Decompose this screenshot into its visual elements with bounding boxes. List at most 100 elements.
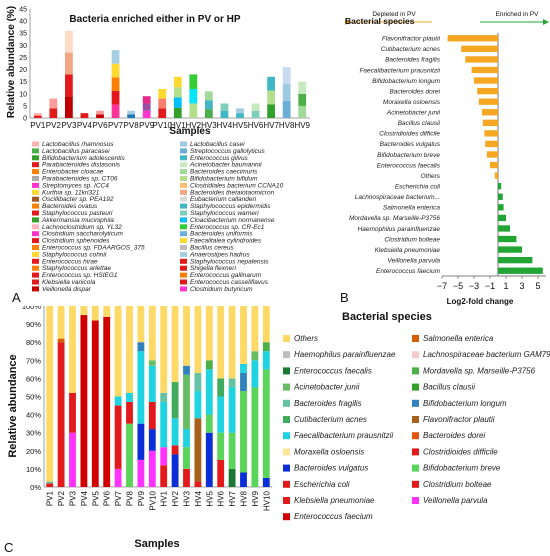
panel-c-bar-segment xyxy=(240,363,247,373)
panel-a-legend-swatch xyxy=(32,258,39,264)
panel-c-legend-swatch xyxy=(412,448,419,456)
panel-a-legend-item: Staphylococcus nepalensis xyxy=(190,258,269,265)
panel-b-xtick: 1 xyxy=(503,281,508,291)
panel-c-bar-segment xyxy=(148,450,156,487)
panel-c-bar-segment xyxy=(148,365,156,402)
panel-a-xtick: HV9 xyxy=(294,121,310,130)
panel-a-xtick: HV6 xyxy=(248,121,264,130)
panel-a-ytick: 45 xyxy=(19,7,27,14)
panel-a-xtick: PV4 xyxy=(77,121,93,130)
panel-c-bar-segment xyxy=(205,432,213,487)
panel-a-bar-segment xyxy=(205,109,213,118)
panel-a-legend-swatch xyxy=(32,176,39,181)
panel-c-legend-item: Mordavella sp. Marseille-P3756 xyxy=(423,366,536,375)
panel-a-legend-item: Akkermansia muciniphila xyxy=(41,217,114,224)
panel-b-bar xyxy=(484,130,498,137)
panel-c-legend-swatch xyxy=(412,399,419,407)
panel-a-legend-swatch xyxy=(32,279,39,285)
panel-b-category-label: Moraxella osloensis xyxy=(383,99,441,106)
panel-a-legend-item: Streptococcus gallolyticus xyxy=(190,148,266,155)
panel-a-legend-swatch xyxy=(32,196,39,202)
panel-b-xlabel: Log2-fold change xyxy=(447,297,514,306)
panel-a-legend-swatch xyxy=(32,182,39,188)
panel-c-bar-segment xyxy=(57,342,65,487)
panel-c-legend-item: Cutibacterium acnes xyxy=(294,415,367,424)
panel-a-bars xyxy=(33,30,307,118)
panel-c-bar-segment xyxy=(205,360,213,370)
panel-a-xtick: HV7 xyxy=(263,121,279,130)
panel-c-xtick: HV2 xyxy=(171,490,180,506)
panel-a-bar-segment xyxy=(236,113,244,118)
panel-c-bar-segment xyxy=(205,414,213,433)
panel-c-bar-segment xyxy=(262,342,270,352)
panel-a-bar-segment xyxy=(65,96,73,118)
panel-c-legend-swatch xyxy=(412,464,419,472)
panel-b-category-label: Bifidobacterium longum xyxy=(372,78,441,85)
panel-c-legend-swatch xyxy=(283,513,290,521)
panel-c-legend-swatch xyxy=(412,432,419,440)
panel-c-bar-segment xyxy=(228,468,236,487)
panel-a-bar-segment xyxy=(220,110,229,118)
panel-b-bar xyxy=(478,98,498,105)
panel-b-title: Bacterial species xyxy=(345,16,415,26)
panel-a-legend-swatch xyxy=(180,258,187,264)
panel-a-bar-segment xyxy=(267,90,275,105)
panel-a-bar-segment xyxy=(173,107,182,118)
panel-c-bar-segment xyxy=(262,369,270,478)
panel-c-bar-segment xyxy=(91,306,99,321)
panel-a-legend-swatch xyxy=(180,286,187,292)
panel-b-category-label: Enterococcus faecium xyxy=(376,268,441,275)
panel-a-legend-item: Clostridium saccharolyticum xyxy=(42,231,123,238)
panel-a-legend-swatch xyxy=(32,231,39,237)
panel-c-bar-segment xyxy=(183,468,190,487)
panel-c-ytick: 20% xyxy=(26,447,41,456)
panel-c-bar-segment xyxy=(160,401,168,448)
panel-a-bar-segment xyxy=(189,74,198,89)
panel-c-bar-segment xyxy=(262,351,270,370)
panel-c-legend-item: Lachnospiraceae bacterium GAM79 xyxy=(423,350,550,359)
panel-a-legend-item: Oscillibacter sp. PEA192 xyxy=(42,196,114,203)
panel-a-ytick: 0 xyxy=(23,116,27,123)
panel-a-bar-segment xyxy=(158,88,167,99)
panel-a-legend-swatch xyxy=(32,169,39,175)
panel-a-bar-segment xyxy=(189,103,198,118)
panel-b-bar xyxy=(498,235,517,243)
panel-b-category-label: Cutibacterium acnes xyxy=(381,46,441,53)
panel-c-bar-segment xyxy=(194,306,202,373)
panel-c-legend-swatch xyxy=(283,464,290,472)
panel-c-legend-swatch xyxy=(412,367,419,375)
panel-c-bar-segment xyxy=(183,374,190,430)
panel-c-bar-segment xyxy=(205,306,213,361)
panel-c-xtick: PV3 xyxy=(69,490,78,506)
panel-b-bar xyxy=(498,267,543,274)
panel-c-bar-segment xyxy=(240,391,247,473)
panel-a-legend-item: Enterococcus sp. HSIEG1 xyxy=(42,272,118,279)
panel-c-ylabel: Relative abundance xyxy=(7,354,19,457)
panel-c-bar-segment xyxy=(57,306,65,339)
panel-c-bar-segment xyxy=(148,360,156,366)
panel-c-bar-segment xyxy=(137,306,145,343)
panel-b-xtick: −5 xyxy=(453,281,463,291)
panel-c-legend-item: Bacteroides vulgatus xyxy=(294,464,368,473)
panel-a-bar-segment xyxy=(251,103,260,111)
panel-a-bar-segment xyxy=(33,113,42,116)
panel-b-category-label: Bacteroides fragilis xyxy=(385,57,441,64)
panel-a-ytick: 10 xyxy=(19,91,27,98)
panel-a-legend-item: Shigella flexneri xyxy=(190,265,236,272)
panel-b-bar xyxy=(471,66,498,74)
panel-c-legend-swatch xyxy=(412,480,419,488)
panel-c-bar-segment xyxy=(126,392,133,402)
panel-b-bar xyxy=(461,45,498,53)
panel-b-bar xyxy=(477,87,498,95)
panel-a-bar-segment xyxy=(65,30,73,53)
panel-c-bar-segment xyxy=(228,306,236,379)
panel-a-legend-item: Enterobacter cloacae xyxy=(42,169,104,176)
panel-b-xtick: 5 xyxy=(535,281,540,291)
panel-a-ytick: 30 xyxy=(19,43,27,50)
panel-c-legend-item: Bacteroides fragilis xyxy=(294,399,362,408)
panel-b-bar xyxy=(498,246,522,253)
panel-b-category-label: Haemophilus parainfluenzae xyxy=(358,226,441,233)
panel-c-bar-segment xyxy=(148,429,156,451)
